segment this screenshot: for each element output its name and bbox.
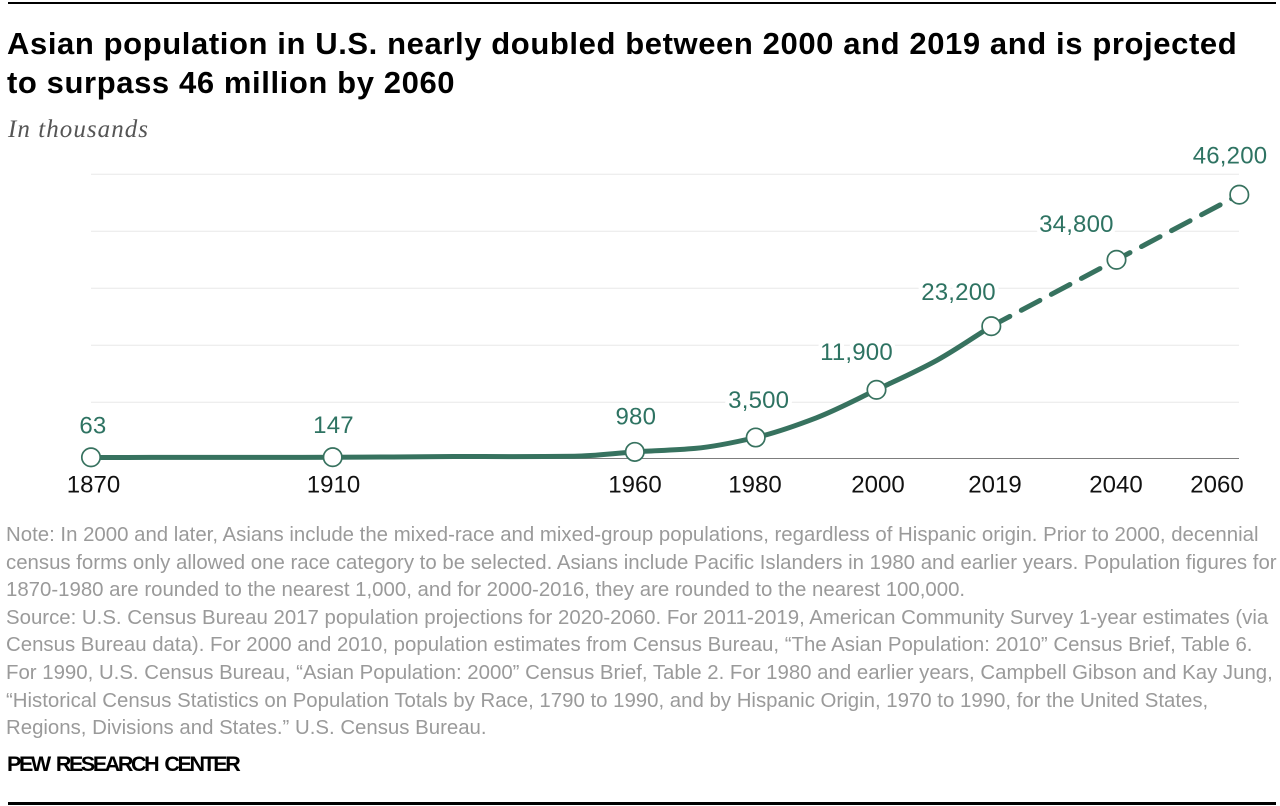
svg-text:2060: 2060	[1190, 472, 1243, 499]
svg-text:2019: 2019	[968, 472, 1021, 499]
svg-text:1910: 1910	[307, 472, 360, 499]
svg-text:2040: 2040	[1089, 472, 1142, 499]
svg-text:980: 980	[615, 404, 656, 431]
svg-text:1870: 1870	[67, 472, 120, 499]
svg-text:1980: 1980	[728, 472, 781, 499]
svg-text:3,500: 3,500	[728, 387, 789, 414]
svg-text:147: 147	[313, 412, 354, 439]
svg-text:34,800: 34,800	[1039, 211, 1114, 238]
svg-text:1960: 1960	[608, 472, 661, 499]
svg-text:63: 63	[79, 413, 106, 440]
svg-text:11,900: 11,900	[820, 339, 893, 366]
svg-text:46,200: 46,200	[1193, 142, 1268, 169]
svg-text:23,200: 23,200	[921, 279, 996, 306]
svg-text:2000: 2000	[851, 472, 904, 499]
